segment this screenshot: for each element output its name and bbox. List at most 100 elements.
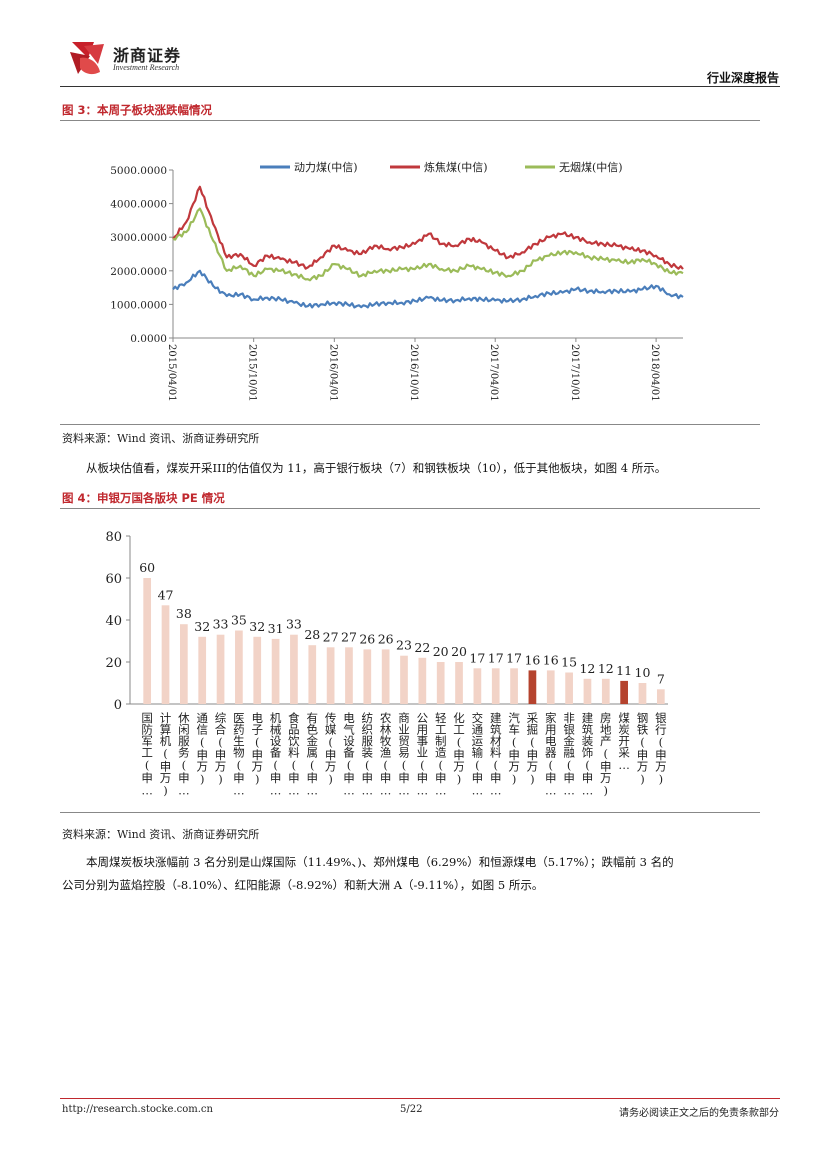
category-label: 钢铁(申万) bbox=[635, 712, 649, 786]
data-label: 31 bbox=[268, 621, 284, 636]
data-label: 27 bbox=[323, 629, 339, 644]
data-label: 16 bbox=[543, 652, 559, 667]
category-label: 电气设备(申… bbox=[342, 712, 356, 798]
data-label: 22 bbox=[414, 640, 430, 655]
category-label: 煤炭开采… bbox=[617, 712, 631, 772]
category-label: 采掘(申万) bbox=[525, 712, 539, 786]
data-label: 27 bbox=[341, 629, 357, 644]
category-label: 交通运输(申… bbox=[470, 711, 484, 797]
data-label: 7 bbox=[657, 671, 665, 686]
bar bbox=[565, 672, 573, 704]
bar bbox=[180, 624, 188, 704]
report-type: 行业深度报告 bbox=[706, 71, 779, 85]
category-label: 农林牧渔(申… bbox=[379, 711, 393, 797]
x-tick-label: 2016/10/01 bbox=[408, 344, 419, 402]
category-label: 传媒(申万) bbox=[324, 711, 338, 786]
y-tick-label: 40 bbox=[105, 614, 122, 629]
data-label: 12 bbox=[598, 661, 614, 676]
figure-3-title: 图 3：本周子板块涨跌幅情况 bbox=[62, 103, 213, 117]
bar bbox=[363, 649, 372, 704]
bar bbox=[253, 636, 262, 704]
paragraph-movers-line1: 本周煤炭板块涨幅前 3 名分别是山煤国际（11.49%、)、郑州煤电（6.29%… bbox=[86, 855, 674, 869]
bar bbox=[601, 678, 610, 704]
footer-disclaimer: 请务必阅读正文之后的免责条款部分 bbox=[619, 1108, 779, 1119]
figure-4-source: 资料来源：Wind 资讯、浙商证券研究所 bbox=[62, 828, 260, 841]
category-label: 轻工制造(申… bbox=[434, 711, 448, 797]
category-label: 综合(申万) bbox=[214, 711, 228, 786]
x-tick-label: 2017/04/01 bbox=[488, 344, 499, 402]
bar bbox=[455, 662, 463, 704]
data-label: 17 bbox=[506, 650, 522, 665]
x-tick-label: 2017/10/01 bbox=[569, 344, 580, 402]
category-label: 房地产(申万) bbox=[599, 712, 613, 798]
data-label: 60 bbox=[139, 560, 155, 575]
data-label: 26 bbox=[359, 631, 375, 646]
bar bbox=[400, 655, 408, 704]
data-label: 23 bbox=[396, 638, 412, 653]
bar bbox=[143, 578, 152, 704]
category-label: 银行(申万) bbox=[654, 711, 668, 786]
bar bbox=[491, 668, 500, 704]
bar bbox=[271, 638, 280, 704]
bar bbox=[528, 670, 537, 704]
series-line bbox=[172, 185, 684, 270]
y-tick-label: 0 bbox=[114, 698, 122, 713]
category-label: 食品饮料(申… bbox=[287, 711, 301, 797]
data-label: 17 bbox=[488, 650, 504, 665]
category-label: 汽车(申万) bbox=[507, 711, 521, 786]
y-tick-label: 80 bbox=[105, 530, 122, 545]
data-label: 33 bbox=[286, 617, 302, 632]
data-label: 35 bbox=[231, 613, 247, 628]
y-tick-label: 3000.0000 bbox=[110, 232, 167, 244]
bar bbox=[235, 630, 243, 704]
data-label: 10 bbox=[635, 665, 651, 680]
paragraph-movers-line2: 公司分别为蓝焰控股（-8.10%）、红阳能源（-8.92%）和新大洲 A（-9.… bbox=[62, 878, 544, 892]
bar bbox=[436, 662, 445, 704]
bar bbox=[308, 645, 317, 704]
y-tick-label: 1000.0000 bbox=[110, 299, 167, 311]
category-label: 非银金融(申… bbox=[562, 712, 576, 798]
figure-4-rule-top bbox=[60, 508, 760, 509]
figure-4-title: 图 4：申银万国各版块 PE 情况 bbox=[62, 491, 225, 505]
y-tick-label: 2000.0000 bbox=[110, 266, 167, 278]
y-tick-label: 60 bbox=[105, 572, 122, 587]
category-label: 电子(申万) bbox=[250, 712, 264, 786]
legend-label: 无烟煤(中信) bbox=[559, 160, 623, 174]
bar bbox=[583, 678, 592, 704]
data-label: 26 bbox=[378, 631, 394, 646]
x-tick-label: 2018/04/01 bbox=[649, 344, 660, 402]
series-line bbox=[172, 269, 684, 309]
category-label: 纺织服装(申… bbox=[360, 711, 374, 797]
category-label: 建筑材料(申… bbox=[489, 711, 503, 797]
figure-3-rule-top bbox=[60, 120, 760, 121]
paragraph-valuation: 从板块估值看，煤炭开采III的估值仅为 11，高于银行板块（7）和钢铁板块（10… bbox=[86, 461, 667, 475]
category-label: 国防军工(申… bbox=[140, 712, 154, 798]
data-label: 32 bbox=[249, 619, 265, 634]
company-name-en: Investment Research bbox=[113, 63, 180, 72]
y-tick-label: 4000.0000 bbox=[110, 199, 167, 211]
logo-icon bbox=[70, 42, 104, 75]
header-rule bbox=[60, 86, 780, 87]
data-label: 15 bbox=[561, 655, 577, 670]
footer-url[interactable]: http://research.stocke.com.cn bbox=[62, 1104, 213, 1115]
category-label: 计算机(申万) bbox=[159, 712, 173, 798]
y-tick-label: 5000.0000 bbox=[110, 165, 167, 177]
bar bbox=[546, 670, 555, 704]
bar bbox=[198, 636, 207, 704]
data-label: 17 bbox=[469, 650, 485, 665]
bar bbox=[290, 634, 298, 704]
category-label: 休闲服务(申… bbox=[177, 712, 191, 798]
data-label: 32 bbox=[194, 619, 210, 634]
bar bbox=[473, 668, 482, 704]
bar-chart: 0 20 40 60 80 60 国防军工(申… 47 计算机(申万) 38 休闲服务(申… 32 通信… bbox=[105, 530, 668, 798]
category-label: 建筑装饰(申… bbox=[580, 711, 594, 797]
bar bbox=[418, 657, 427, 704]
bar bbox=[656, 689, 665, 704]
data-label: 20 bbox=[433, 644, 449, 659]
footer-rule bbox=[60, 1098, 780, 1099]
bar bbox=[381, 649, 390, 704]
legend-label: 动力煤(中信) bbox=[294, 161, 358, 174]
footer-page-number: 5/22 bbox=[400, 1104, 423, 1115]
category-label: 商业贸易(申… bbox=[397, 711, 411, 797]
x-tick-label: 2015/10/01 bbox=[247, 344, 258, 402]
